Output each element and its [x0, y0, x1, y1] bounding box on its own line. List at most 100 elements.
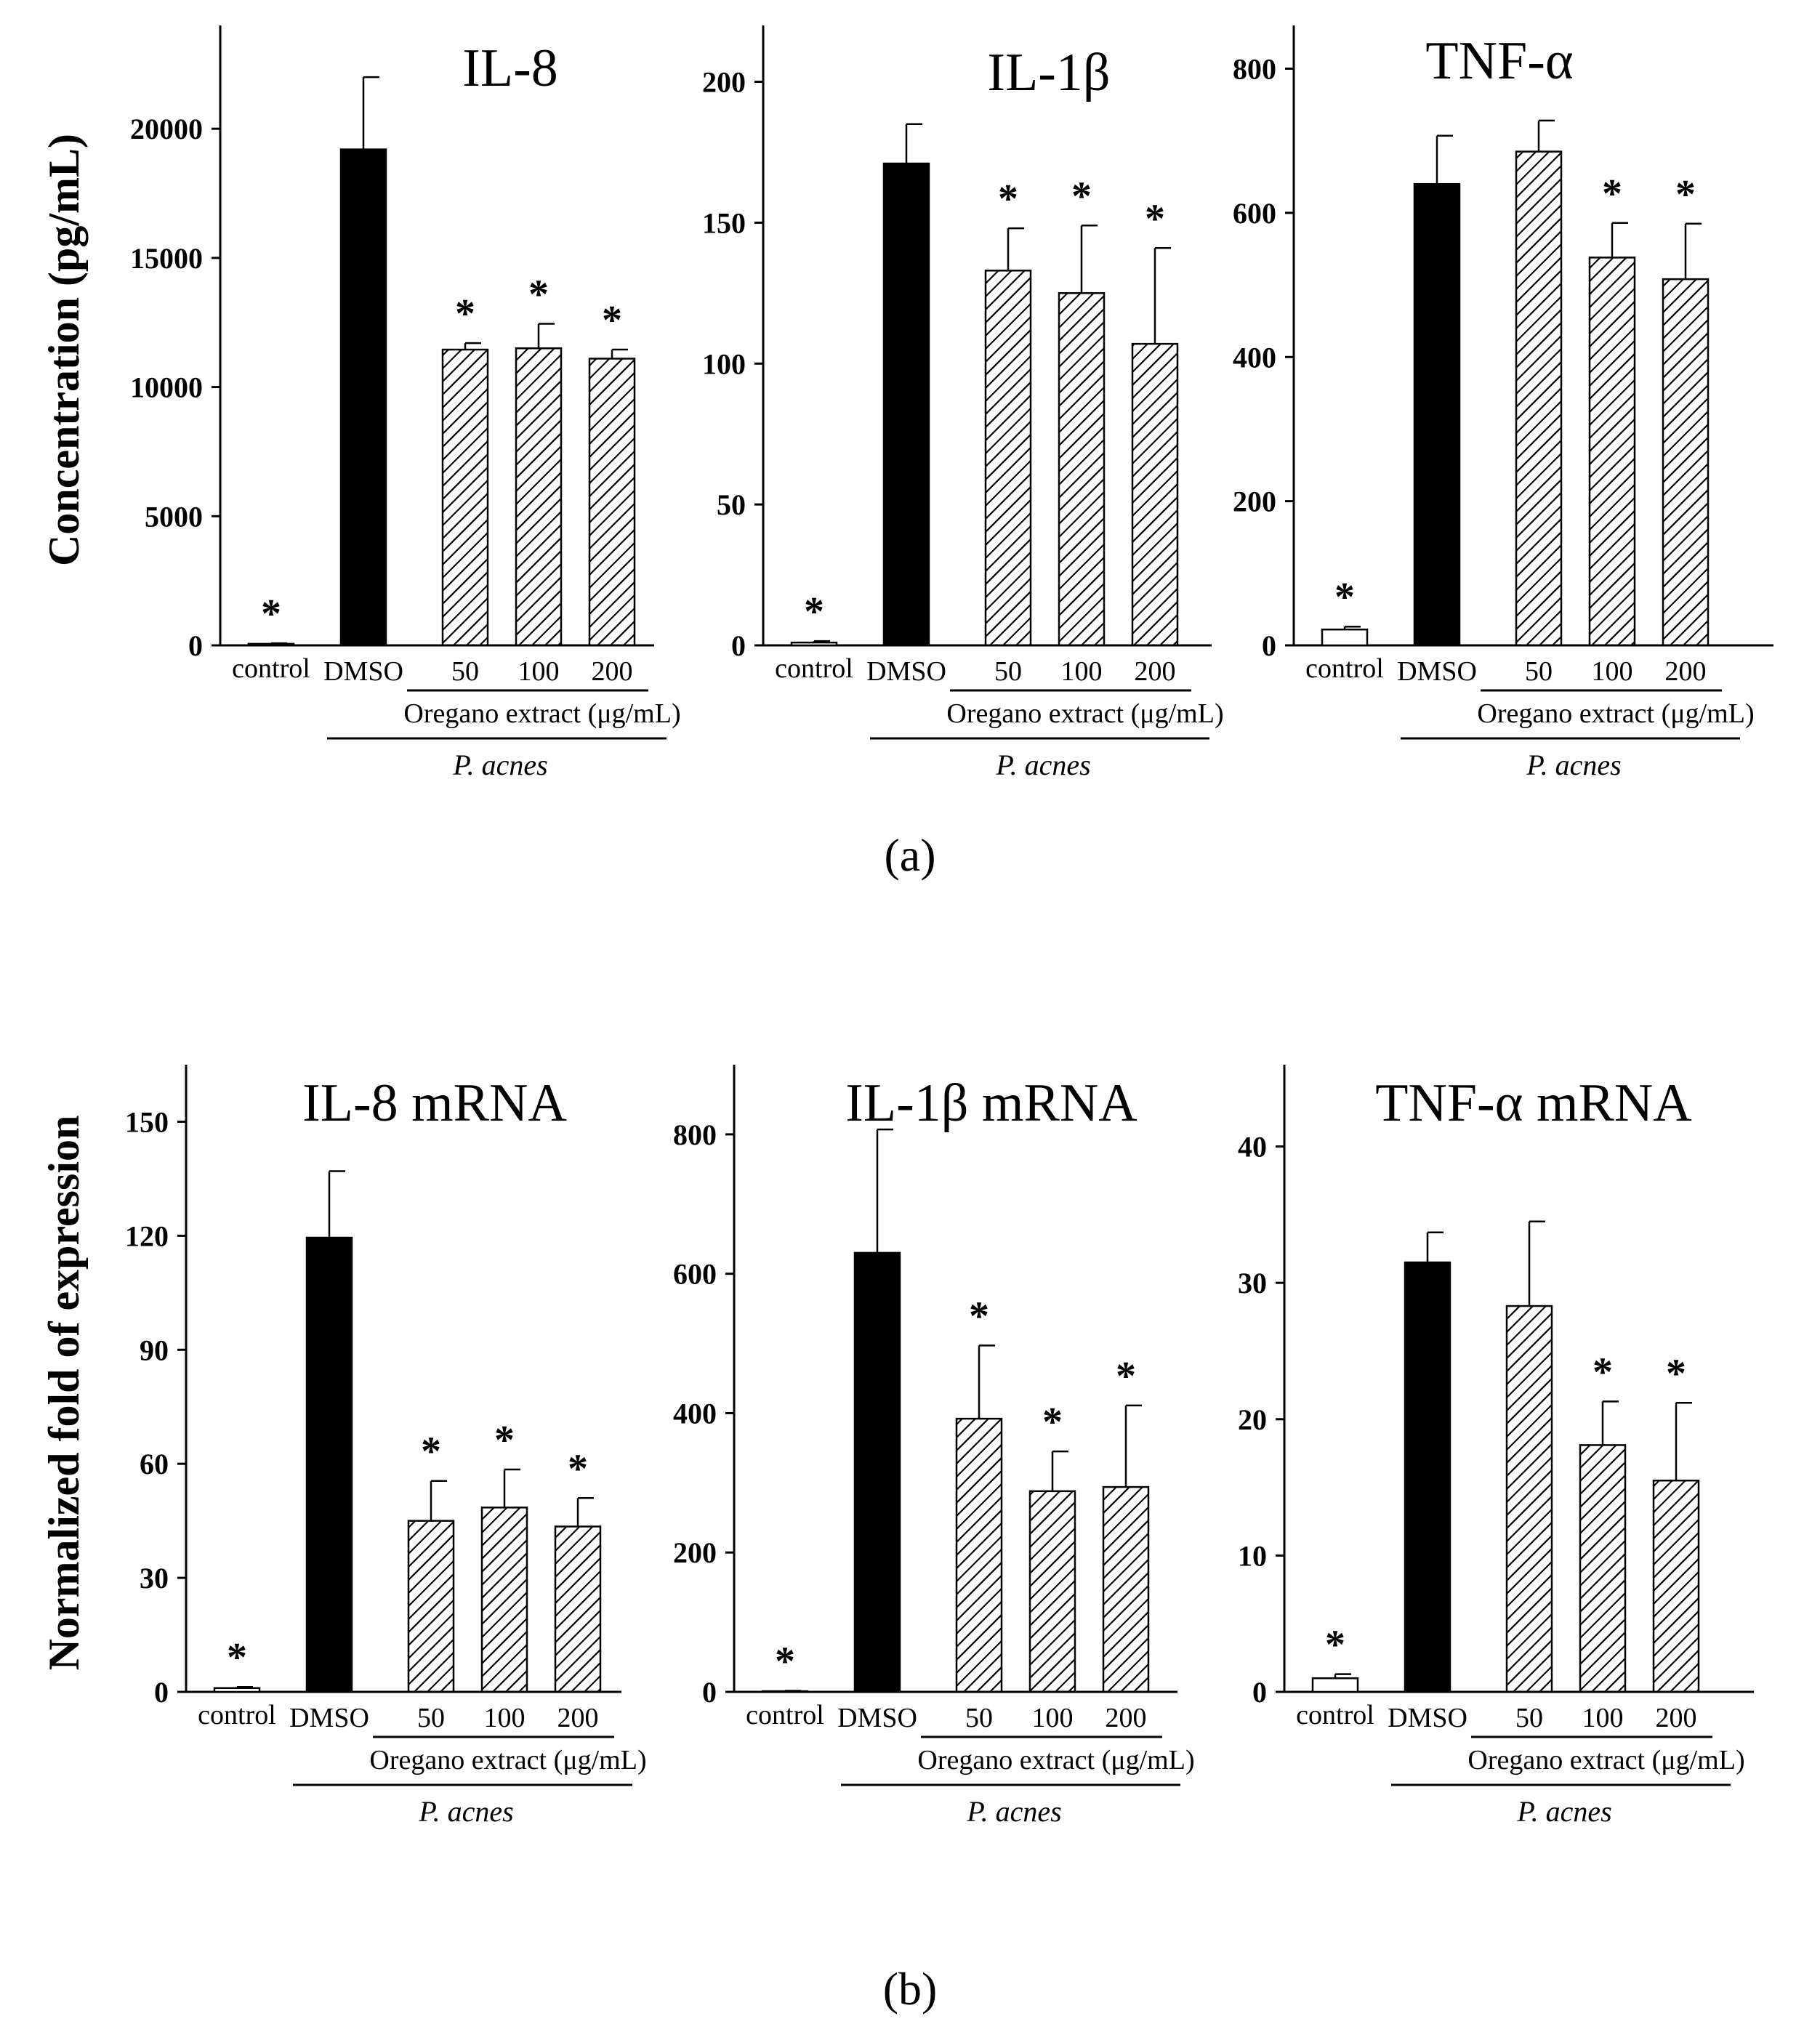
- bar-control: [1311, 1677, 1359, 1693]
- bar-DMSO: [1413, 182, 1461, 647]
- bar-100: [1588, 257, 1636, 647]
- significance-star: *: [1145, 196, 1165, 241]
- category-label: 50: [417, 1703, 445, 1733]
- treatment-label: P. acnes: [1526, 749, 1621, 781]
- category-label: 100: [1032, 1703, 1074, 1733]
- y-tick-label: 30: [1238, 1267, 1267, 1299]
- significance-star: *: [227, 1635, 247, 1680]
- y-tick-label: 800: [1233, 53, 1276, 86]
- chart-2: 0 50 100 150 200 IL-1β * control DMSO * 50 * 100 * 200…: [702, 25, 1224, 781]
- bar-control: [790, 641, 838, 647]
- treatment-label: P. acnes: [966, 1795, 1061, 1828]
- bar-DMSO: [1404, 1261, 1451, 1693]
- y-tick-label: 400: [1233, 341, 1276, 374]
- group-label: Oregano extract (μg/mL): [369, 1745, 646, 1775]
- significance-star: *: [455, 291, 475, 336]
- category-label: 200: [1656, 1703, 1697, 1733]
- y-tick-label: 5000: [145, 500, 203, 533]
- significance-star: *: [528, 273, 549, 318]
- significance-star: *: [1675, 172, 1696, 217]
- y-tick-label: 0: [731, 629, 746, 662]
- bar-200: [1102, 1485, 1150, 1693]
- y-tick-label: 400: [673, 1397, 717, 1430]
- category-label: DMSO: [1397, 656, 1477, 687]
- category-label: DMSO: [289, 1703, 369, 1733]
- y-tick-label: 0: [188, 629, 203, 662]
- category-label: 50: [994, 656, 1022, 687]
- group-label: Oregano extract (μg/mL): [1467, 1745, 1744, 1775]
- category-label: control: [232, 653, 310, 684]
- y-tick-label: 120: [125, 1219, 169, 1252]
- bar-200: [1131, 342, 1179, 647]
- y-tick-label: 60: [140, 1448, 169, 1480]
- category-label: 200: [592, 656, 633, 687]
- chart-title: IL-8: [462, 39, 558, 98]
- y-tick-label: 30: [140, 1562, 169, 1594]
- y-tick-label: 200: [702, 66, 746, 99]
- significance-star: *: [804, 589, 824, 634]
- category-label: control: [198, 1700, 276, 1730]
- treatment-label: P. acnes: [995, 749, 1090, 781]
- significance-star: *: [998, 177, 1018, 222]
- category-label: DMSO: [837, 1703, 917, 1733]
- category-label: 100: [1061, 656, 1103, 687]
- category-label: DMSO: [866, 656, 946, 687]
- significance-star: *: [1666, 1351, 1686, 1396]
- y-tick-label: 50: [717, 488, 746, 521]
- bar-200: [1662, 278, 1710, 647]
- significance-star: *: [421, 1430, 441, 1475]
- y-tick-label: 40: [1238, 1131, 1267, 1164]
- category-label: 100: [484, 1703, 526, 1733]
- bar-100: [1058, 292, 1106, 647]
- significance-star: *: [775, 1640, 795, 1685]
- bar-200: [1652, 1479, 1700, 1693]
- bar-50: [1515, 150, 1563, 647]
- category-label: DMSO: [323, 656, 403, 687]
- chart-3: 0 200 400 600 800 TNF-α * control DMSO 50 * 100 * 200…: [1233, 25, 1773, 781]
- y-tick-label: 0: [1262, 629, 1276, 662]
- chart-4: 0 30 60 90 120 150 IL-8 mRNA Normalized fold of…: [40, 1065, 647, 1828]
- y-tick-label: 150: [702, 206, 746, 239]
- category-label: 50: [451, 656, 479, 687]
- group-label: Oregano extract (μg/mL): [917, 1745, 1194, 1775]
- y-tick-label: 10: [1238, 1539, 1267, 1572]
- significance-star: *: [1071, 174, 1092, 219]
- y-axis-label: Normalized fold of expression: [40, 1116, 88, 1671]
- category-label: 100: [1592, 656, 1633, 687]
- y-tick-label: 0: [154, 1676, 169, 1709]
- bar-control: [1321, 628, 1369, 647]
- y-tick-label: 90: [140, 1334, 169, 1366]
- y-tick-label: 200: [1233, 485, 1276, 518]
- significance-star: *: [1116, 1354, 1136, 1399]
- y-axis-label: Concentration (pg/mL): [40, 134, 88, 566]
- y-tick-label: 600: [673, 1258, 717, 1291]
- y-tick-label: 0: [702, 1676, 717, 1709]
- bar-50: [1505, 1305, 1553, 1693]
- significance-star: *: [568, 1446, 588, 1491]
- bar-50: [407, 1520, 455, 1693]
- bar-DMSO: [339, 148, 387, 647]
- panel-label-a: (a): [884, 829, 935, 881]
- group-label: Oregano extract (μg/mL): [946, 698, 1223, 729]
- bar-200: [554, 1525, 602, 1693]
- category-label: DMSO: [1388, 1703, 1467, 1733]
- chart-6: 0 10 20 30 40 TNF-α mRNA * control DMSO 50 * 100 * 20…: [1238, 1065, 1754, 1828]
- significance-star: *: [969, 1294, 989, 1339]
- bar-control: [213, 1687, 261, 1693]
- significance-star: *: [1592, 1350, 1613, 1395]
- chart-5: 0 200 400 600 800 IL-1β mRNA * control DMSO * 50 * 1…: [673, 1065, 1195, 1828]
- category-label: 50: [1525, 656, 1553, 687]
- treatment-label: P. acnes: [1516, 1795, 1611, 1828]
- significance-star: *: [494, 1418, 515, 1463]
- chart-1: 0 5000 10000 15000 20000 IL-8 Concentration (p…: [40, 25, 681, 781]
- category-label: 50: [1515, 1703, 1543, 1733]
- bar-100: [1579, 1444, 1627, 1693]
- y-tick-label: 100: [702, 347, 746, 380]
- bar-DMSO: [305, 1236, 353, 1693]
- bar-DMSO: [853, 1251, 901, 1693]
- chart-title: IL-1β mRNA: [845, 1073, 1137, 1133]
- bar-DMSO: [882, 162, 930, 647]
- bar-50: [955, 1417, 1003, 1693]
- category-label: control: [775, 653, 853, 684]
